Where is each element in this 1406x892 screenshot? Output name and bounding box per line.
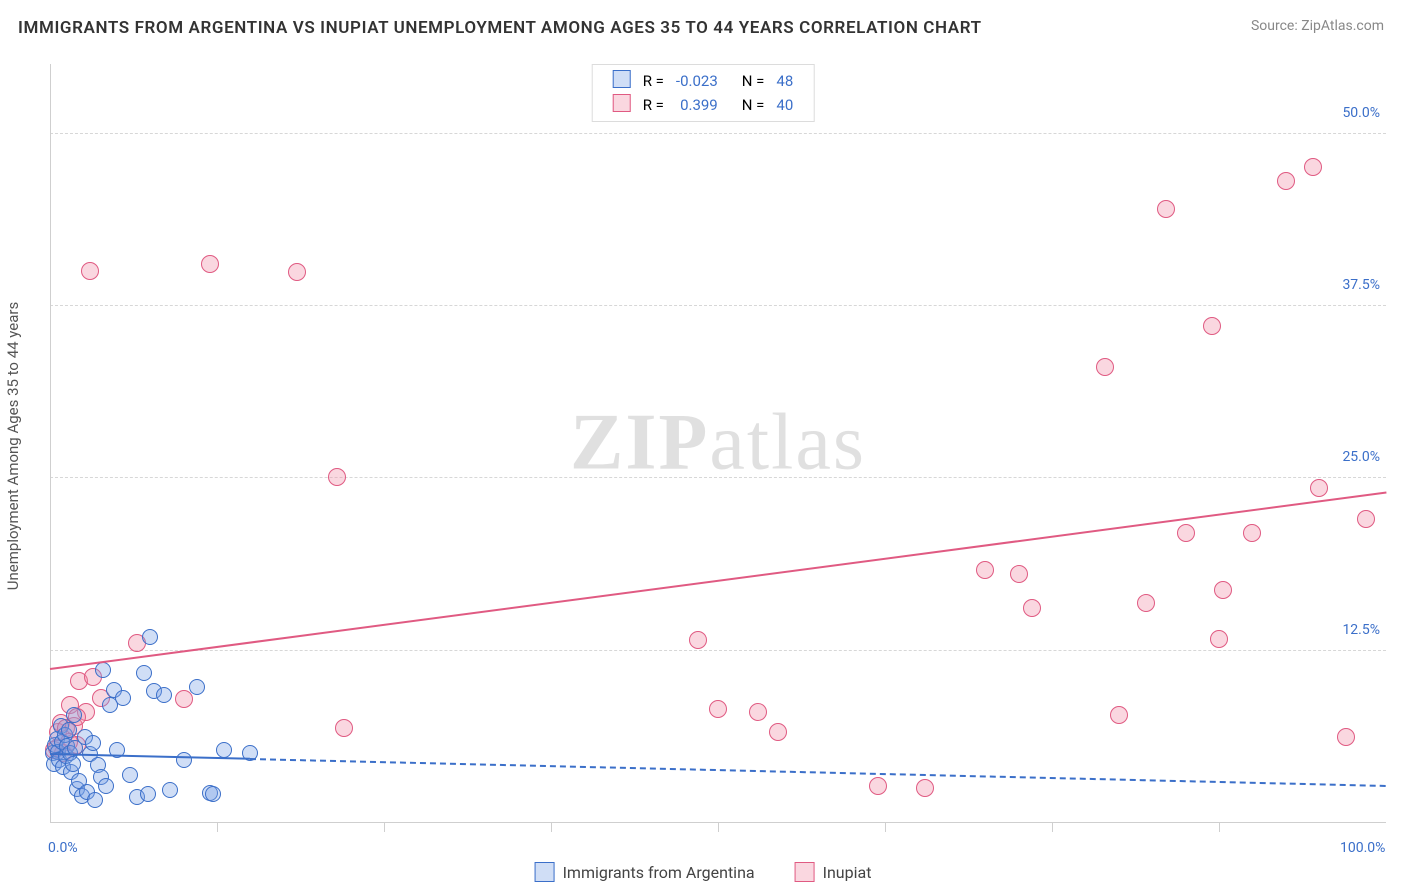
marker-inupiat xyxy=(976,561,994,579)
marker-inupiat xyxy=(1210,630,1228,648)
marker-inupiat xyxy=(749,703,767,721)
legend-R-label-2: R = xyxy=(637,93,670,117)
marker-inupiat xyxy=(288,263,306,281)
plot-area: ZIPatlas 12.5% 25.0% 37.5% 50.0% xyxy=(50,64,1386,822)
marker-inupiat xyxy=(916,779,934,797)
marker-inupiat xyxy=(175,690,193,708)
legend-item-inupiat: Inupiat xyxy=(795,862,872,882)
legend-label-inupiat: Inupiat xyxy=(823,863,872,882)
source-prefix: Source: xyxy=(1251,18,1301,34)
marker-inupiat xyxy=(1010,565,1028,583)
grid-line-horizontal xyxy=(50,133,1386,134)
y-axis-line xyxy=(50,64,51,822)
marker-argentina xyxy=(189,679,205,695)
x-axis-line xyxy=(50,822,1386,823)
marker-inupiat xyxy=(1310,479,1328,497)
grid-line-horizontal xyxy=(50,305,1386,306)
legend-N-label: N = xyxy=(736,69,771,93)
y-tick-label: 50.0% xyxy=(1342,105,1380,121)
grid-line-horizontal xyxy=(50,477,1386,478)
marker-argentina xyxy=(115,690,131,706)
legend-swatch-inupiat xyxy=(613,94,631,112)
chart-title: IMMIGRANTS FROM ARGENTINA VS INUPIAT UNE… xyxy=(18,18,982,38)
legend-item-argentina: Immigrants from Argentina xyxy=(535,862,755,882)
trend-inupiat xyxy=(50,491,1386,669)
marker-argentina xyxy=(98,778,114,794)
marker-argentina xyxy=(87,792,103,808)
marker-inupiat xyxy=(1137,594,1155,612)
marker-inupiat xyxy=(1177,524,1195,542)
marker-argentina xyxy=(136,665,152,681)
x-tick xyxy=(384,822,385,832)
marker-inupiat xyxy=(1277,172,1295,190)
marker-inupiat xyxy=(709,700,727,718)
marker-argentina xyxy=(140,786,156,802)
marker-inupiat xyxy=(201,255,219,273)
watermark: ZIPatlas xyxy=(570,398,866,489)
trend-argentina-dashed xyxy=(250,758,1386,787)
x-axis-min-label: 0.0% xyxy=(48,840,78,856)
marker-inupiat xyxy=(1214,581,1232,599)
legend-N-label-2: N = xyxy=(736,93,771,117)
x-tick xyxy=(551,822,552,832)
legend-inupiat-N: 40 xyxy=(770,93,799,117)
legend-swatch-argentina-bottom xyxy=(535,862,555,882)
source-attribution: Source: ZipAtlas.com xyxy=(1251,18,1384,34)
legend-series: Immigrants from Argentina Inupiat xyxy=(535,862,872,882)
marker-inupiat xyxy=(769,723,787,741)
marker-inupiat xyxy=(335,719,353,737)
marker-inupiat xyxy=(1304,158,1322,176)
x-tick xyxy=(217,822,218,832)
marker-inupiat xyxy=(328,468,346,486)
marker-argentina xyxy=(142,629,158,645)
marker-argentina xyxy=(205,786,221,802)
x-tick xyxy=(1052,822,1053,832)
legend-R-label: R = xyxy=(637,69,670,93)
marker-inupiat xyxy=(689,631,707,649)
legend-argentina-R: -0.023 xyxy=(670,69,724,93)
marker-argentina xyxy=(95,662,111,678)
marker-argentina xyxy=(61,722,77,738)
marker-inupiat xyxy=(1243,524,1261,542)
marker-inupiat xyxy=(1203,317,1221,335)
marker-inupiat xyxy=(1096,358,1114,376)
y-tick-label: 37.5% xyxy=(1342,277,1380,293)
x-tick xyxy=(885,822,886,832)
marker-argentina xyxy=(85,735,101,751)
marker-inupiat xyxy=(1157,200,1175,218)
y-tick-label: 12.5% xyxy=(1342,622,1380,638)
grid-line-horizontal xyxy=(50,650,1386,651)
legend-swatch-argentina xyxy=(613,70,631,88)
marker-argentina xyxy=(122,767,138,783)
legend-inupiat-R: 0.399 xyxy=(670,93,724,117)
marker-argentina xyxy=(162,782,178,798)
marker-argentina xyxy=(156,687,172,703)
chart-container: IMMIGRANTS FROM ARGENTINA VS INUPIAT UNE… xyxy=(0,0,1406,892)
x-tick xyxy=(1219,822,1220,832)
x-axis-max-label: 100.0% xyxy=(1340,840,1385,856)
legend-argentina-N: 48 xyxy=(770,69,799,93)
marker-argentina xyxy=(216,742,232,758)
marker-argentina xyxy=(176,752,192,768)
marker-inupiat xyxy=(1357,510,1375,528)
marker-argentina xyxy=(65,756,81,772)
legend-label-argentina: Immigrants from Argentina xyxy=(563,863,755,882)
marker-inupiat xyxy=(1023,599,1041,617)
x-tick xyxy=(718,822,719,832)
source-link[interactable]: ZipAtlas.com xyxy=(1301,18,1384,34)
marker-argentina xyxy=(66,707,82,723)
marker-inupiat xyxy=(81,262,99,280)
marker-inupiat xyxy=(869,777,887,795)
marker-inupiat xyxy=(1337,728,1355,746)
legend-stats: R = -0.023 N = 48 R = 0.399 N = 40 xyxy=(592,64,815,122)
y-tick-label: 25.0% xyxy=(1342,449,1380,465)
legend-swatch-inupiat-bottom xyxy=(795,862,815,882)
y-axis-label: Unemployment Among Ages 35 to 44 years xyxy=(4,302,22,590)
marker-inupiat xyxy=(1110,706,1128,724)
